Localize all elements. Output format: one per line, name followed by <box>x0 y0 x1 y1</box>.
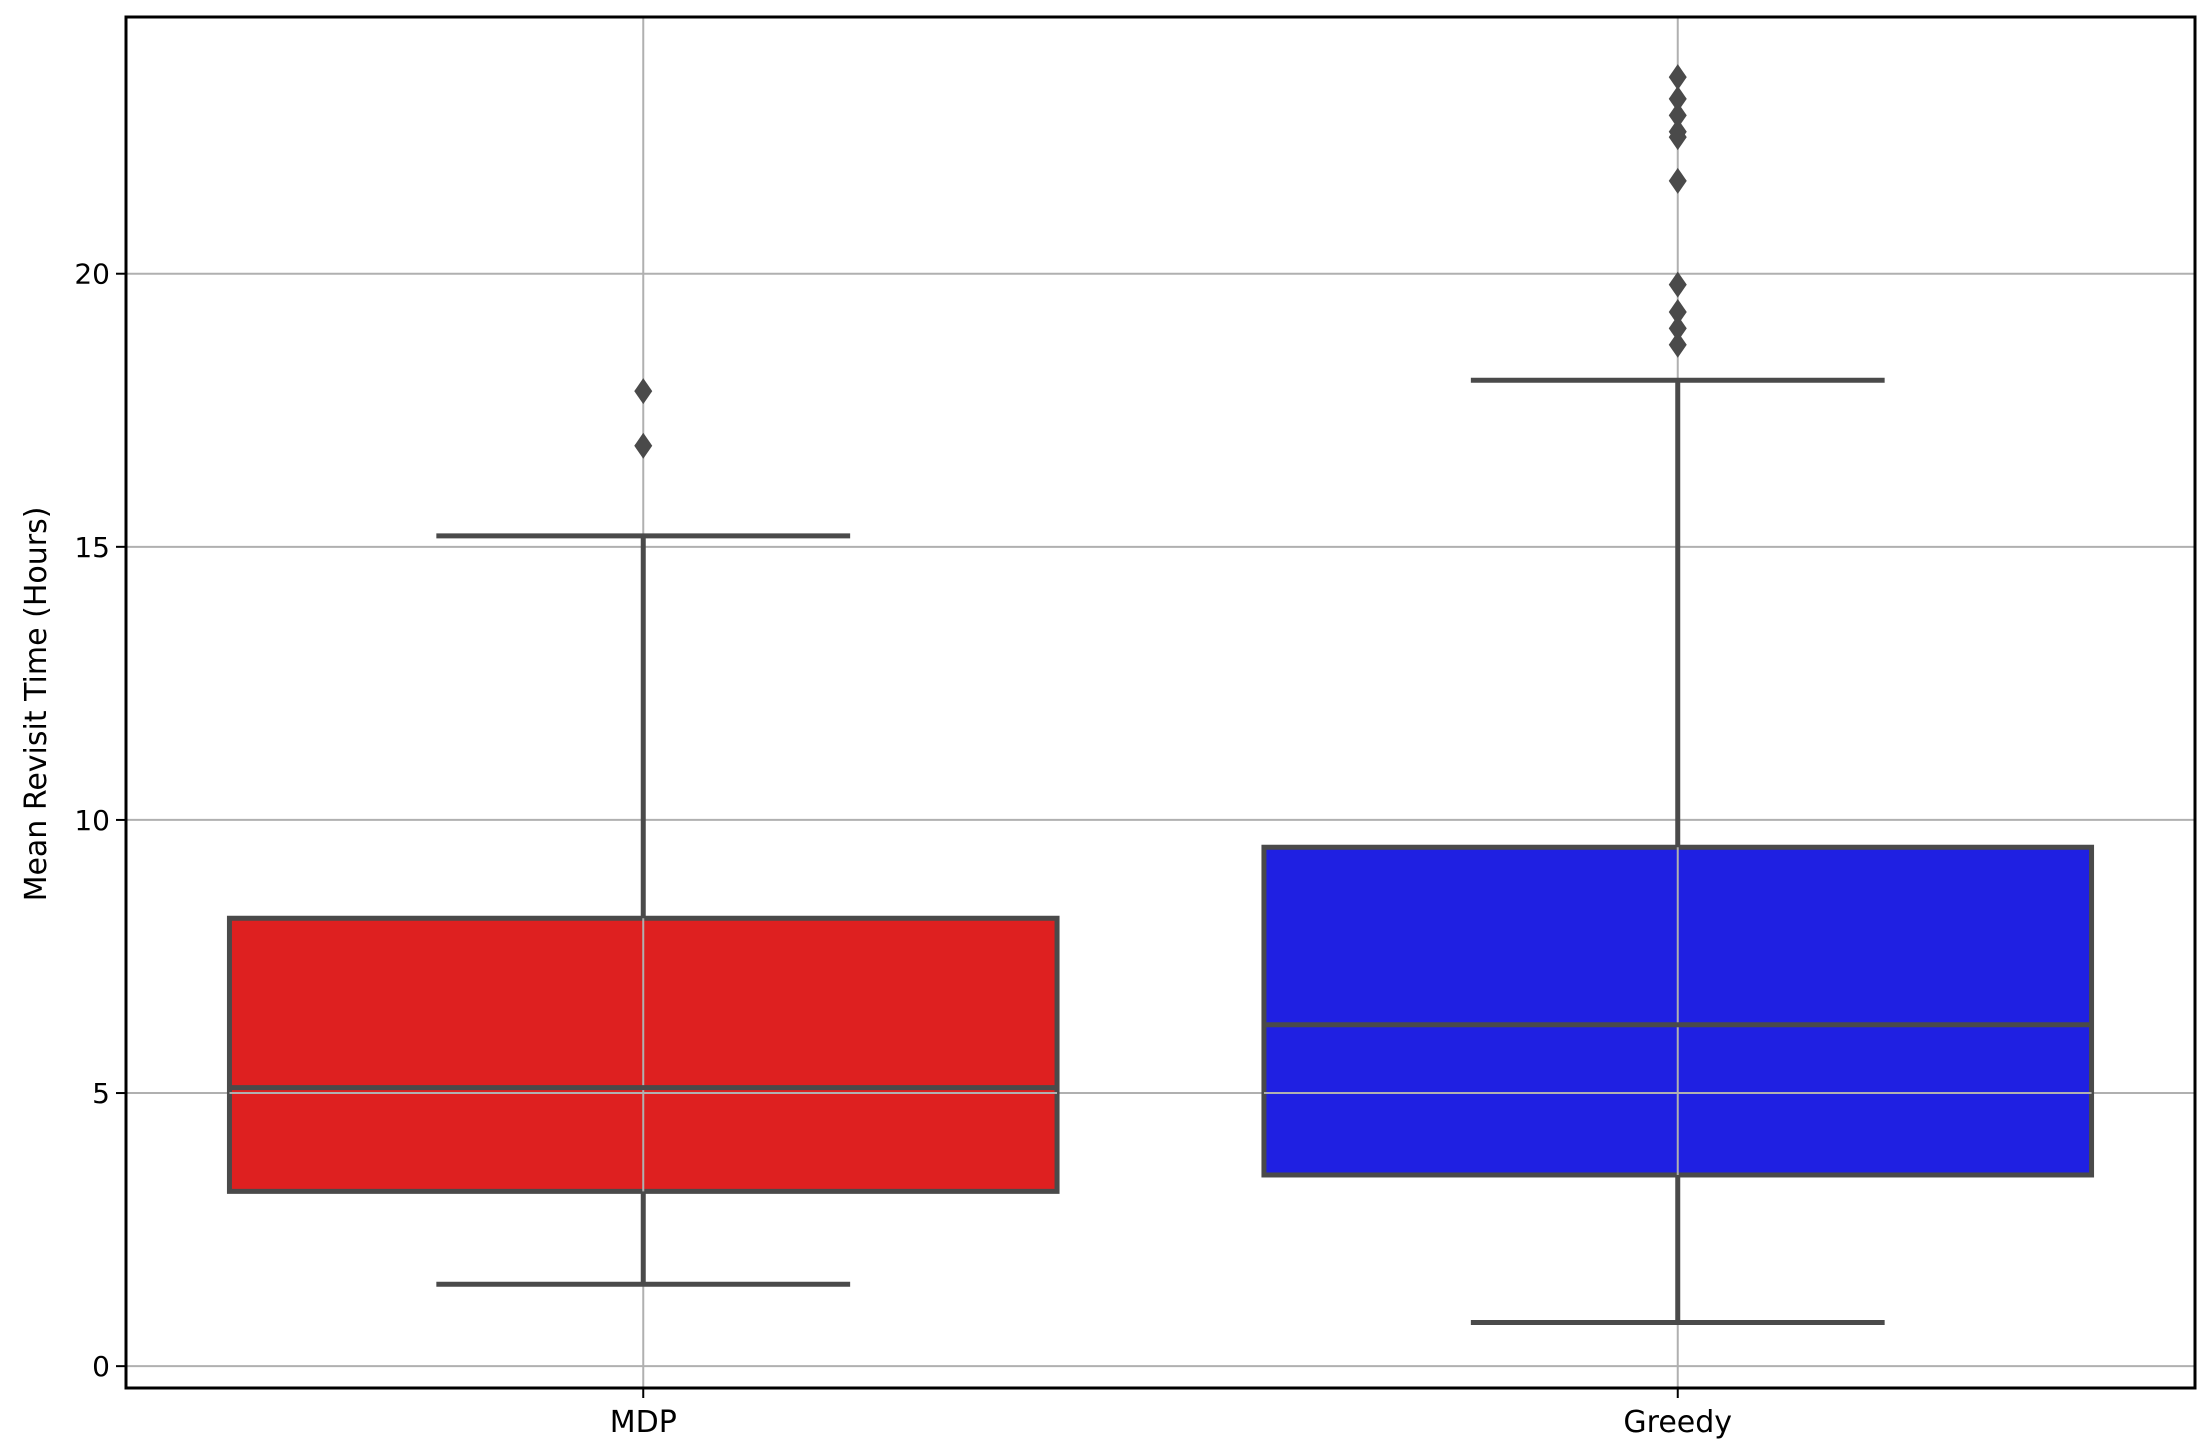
box-mdp <box>226 378 1060 1287</box>
y-tick-label: 10 <box>74 804 110 837</box>
x-tick-label: MDP <box>610 1405 677 1440</box>
y-tick-label: 15 <box>74 531 110 564</box>
outlier-point <box>1668 85 1687 112</box>
outlier-point <box>634 378 653 405</box>
outlier-point <box>1668 167 1687 194</box>
axes-layer: 0 5 10 15 20 MDP Greedy <box>74 15 2197 1440</box>
outlier-point <box>1668 315 1687 342</box>
box-greedy <box>1261 64 2095 1325</box>
y-tick-label: 20 <box>74 258 110 291</box>
plot-frame <box>124 15 2197 1390</box>
outlier-point <box>1668 64 1687 91</box>
outlier-point <box>1668 331 1687 358</box>
boxes-layer <box>226 64 2095 1325</box>
x-tick-label: Greedy <box>1623 1405 1732 1440</box>
y-axis-label: Mean Revisit Time (Hours) <box>19 507 54 902</box>
y-tick-label: 5 <box>92 1077 110 1110</box>
outlier-point <box>1668 102 1687 129</box>
y-tick-label: 0 <box>92 1350 110 1383</box>
outlier-point <box>634 432 653 459</box>
outlier-point <box>1668 118 1687 145</box>
outlier-point <box>1668 271 1687 298</box>
outlier-point <box>1668 298 1687 325</box>
